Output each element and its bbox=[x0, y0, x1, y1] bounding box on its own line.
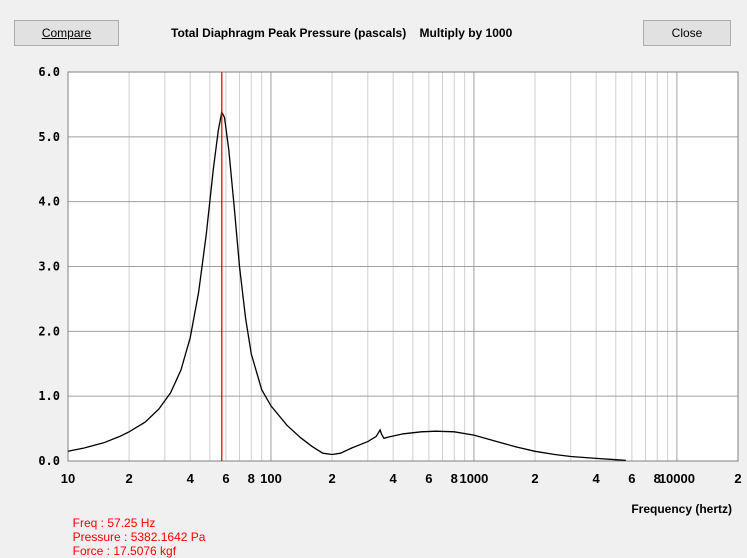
frequency-response-chart: 0.01.02.03.04.05.06.0 10 2 4 6 8 100 2 4 6 8 1000 2… bbox=[38, 65, 742, 486]
y-tick-label: 3.0 bbox=[38, 260, 60, 274]
y-tick-label: 5.0 bbox=[38, 130, 60, 144]
x-tick-label: 2 bbox=[125, 471, 132, 486]
x-tick-label: 2 bbox=[531, 471, 538, 486]
status-readout: Freq : 57.25 Hz Pressure : 5382.1642 Pa … bbox=[66, 502, 217, 558]
x-tick-label: 10000 bbox=[659, 471, 695, 486]
x-tick-label: 100 bbox=[260, 471, 282, 486]
y-tick-label: 6.0 bbox=[38, 65, 60, 79]
x-tick-label: 8 bbox=[654, 471, 661, 486]
y-tick-label: 1.0 bbox=[38, 389, 60, 403]
grid bbox=[67, 71, 739, 462]
x-tick-label: 8 bbox=[451, 471, 458, 486]
x-tick-label: 2 bbox=[328, 471, 335, 486]
x-tick-label: 10 bbox=[61, 471, 75, 486]
x-axis-title: Frequency (hertz) bbox=[631, 502, 732, 516]
pressure-curve bbox=[67, 110, 626, 462]
x-tick-label: 4 bbox=[593, 471, 601, 486]
chart-title: Total Diaphragm Peak Pressure (pascals) … bbox=[171, 26, 513, 40]
close-button[interactable]: Close bbox=[643, 20, 731, 46]
y-axis-labels: 0.0 1.0 2.0 3.0 4.0 5.0 6.0 bbox=[38, 65, 60, 468]
y-tick-label: 4.0 bbox=[38, 195, 60, 209]
y-tick-label: 2.0 bbox=[38, 324, 60, 338]
pressure-readout: Pressure : 5382.1642 Pa bbox=[72, 530, 206, 544]
compare-label: Compare bbox=[41, 26, 92, 40]
x-tick-label: 4 bbox=[187, 471, 195, 486]
x-tick-label: 6 bbox=[222, 471, 229, 486]
freq-readout: Freq : 57.25 Hz bbox=[72, 516, 156, 530]
x-tick-label: 4 bbox=[390, 471, 398, 486]
y-tick-label: 0.0 bbox=[38, 454, 60, 468]
x-tick-label: 2 bbox=[734, 471, 741, 486]
x-tick-label: 6 bbox=[628, 471, 635, 486]
plot-frame bbox=[67, 71, 739, 462]
compare-button[interactable]: Compare bbox=[14, 20, 119, 46]
x-tick-label: 1000 bbox=[459, 471, 488, 486]
x-tick-label: 6 bbox=[425, 471, 432, 486]
x-tick-label: 8 bbox=[248, 471, 255, 486]
force-readout: Force : 17.5076 kgf bbox=[72, 544, 177, 558]
